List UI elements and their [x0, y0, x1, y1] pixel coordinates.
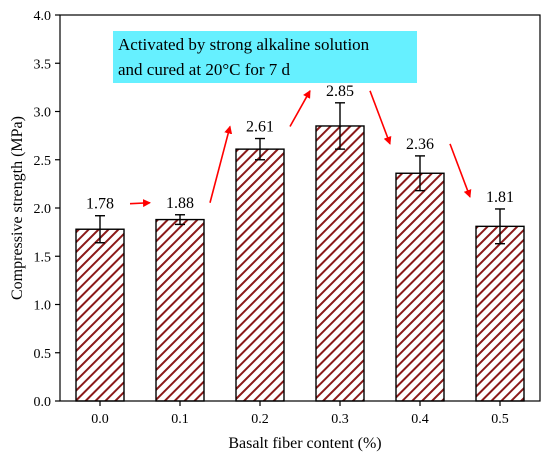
x-tick-label-0.0: 0.0 — [91, 412, 109, 427]
annotation-line-1: Activated by strong alkaline solution — [118, 35, 370, 54]
y-tick-label-4.0: 4.0 — [34, 9, 52, 24]
bars-layer — [75, 125, 525, 402]
bar-0.2 — [235, 148, 285, 402]
value-label-0.2: 2.61 — [246, 119, 274, 136]
x-tick-label-0.5: 0.5 — [491, 412, 509, 427]
y-tick-label-1.5: 1.5 — [34, 250, 52, 265]
value-label-0.1: 1.88 — [166, 195, 194, 212]
error-bars-layer — [95, 102, 505, 245]
x-tick-label-0.1: 0.1 — [171, 412, 189, 427]
annotation-line-2: and cured at 20°C for 7 d — [118, 60, 291, 79]
y-tick-label-3.0: 3.0 — [34, 106, 52, 121]
trend-arrows-layer — [129, 89, 472, 208]
value-label-0.0: 1.78 — [86, 196, 114, 213]
value-label-0.4: 2.36 — [406, 136, 434, 153]
y-tick-label-0.0: 0.0 — [34, 395, 52, 410]
axes-layer: 0.0 0.5 1.0 1.5 2.0 2.5 3.0 3.5 4.0 0.0 0.1 0.2 0.3 0… — [34, 9, 509, 427]
bar-0.4 — [395, 172, 445, 402]
bar-0.3 — [315, 125, 365, 402]
annotation-box: Activated by strong alkaline solution an… — [113, 31, 417, 83]
y-tick-label-2.5: 2.5 — [34, 154, 52, 169]
trend-arrow-5 — [449, 143, 472, 198]
y-tick-label-0.5: 0.5 — [34, 347, 52, 362]
trend-arrow-4 — [369, 90, 392, 145]
x-tick-label-0.3: 0.3 — [331, 412, 349, 427]
trend-arrow-2 — [209, 125, 233, 203]
bar-0.1 — [155, 218, 205, 402]
bar-0.0 — [75, 228, 125, 402]
y-tick-label-2.0: 2.0 — [34, 202, 52, 217]
x-axis-title: Basalt fiber content (%) — [228, 435, 381, 452]
bar-0.5 — [475, 225, 525, 402]
value-label-0.5: 1.81 — [486, 189, 514, 206]
trend-arrow-1 — [129, 199, 151, 208]
trend-arrow-3 — [289, 89, 311, 127]
x-tick-label-0.4: 0.4 — [411, 412, 429, 427]
value-label-0.3: 2.85 — [326, 83, 354, 100]
y-tick-label-3.5: 3.5 — [34, 57, 52, 72]
x-tick-label-0.2: 0.2 — [251, 412, 269, 427]
value-labels-layer: 1.78 1.88 2.61 2.85 2.36 1.81 — [86, 83, 514, 213]
annotation-background — [113, 31, 417, 83]
y-axis-title: Compressive strength (MPa) — [9, 116, 26, 300]
y-tick-label-1.0: 1.0 — [34, 299, 52, 314]
